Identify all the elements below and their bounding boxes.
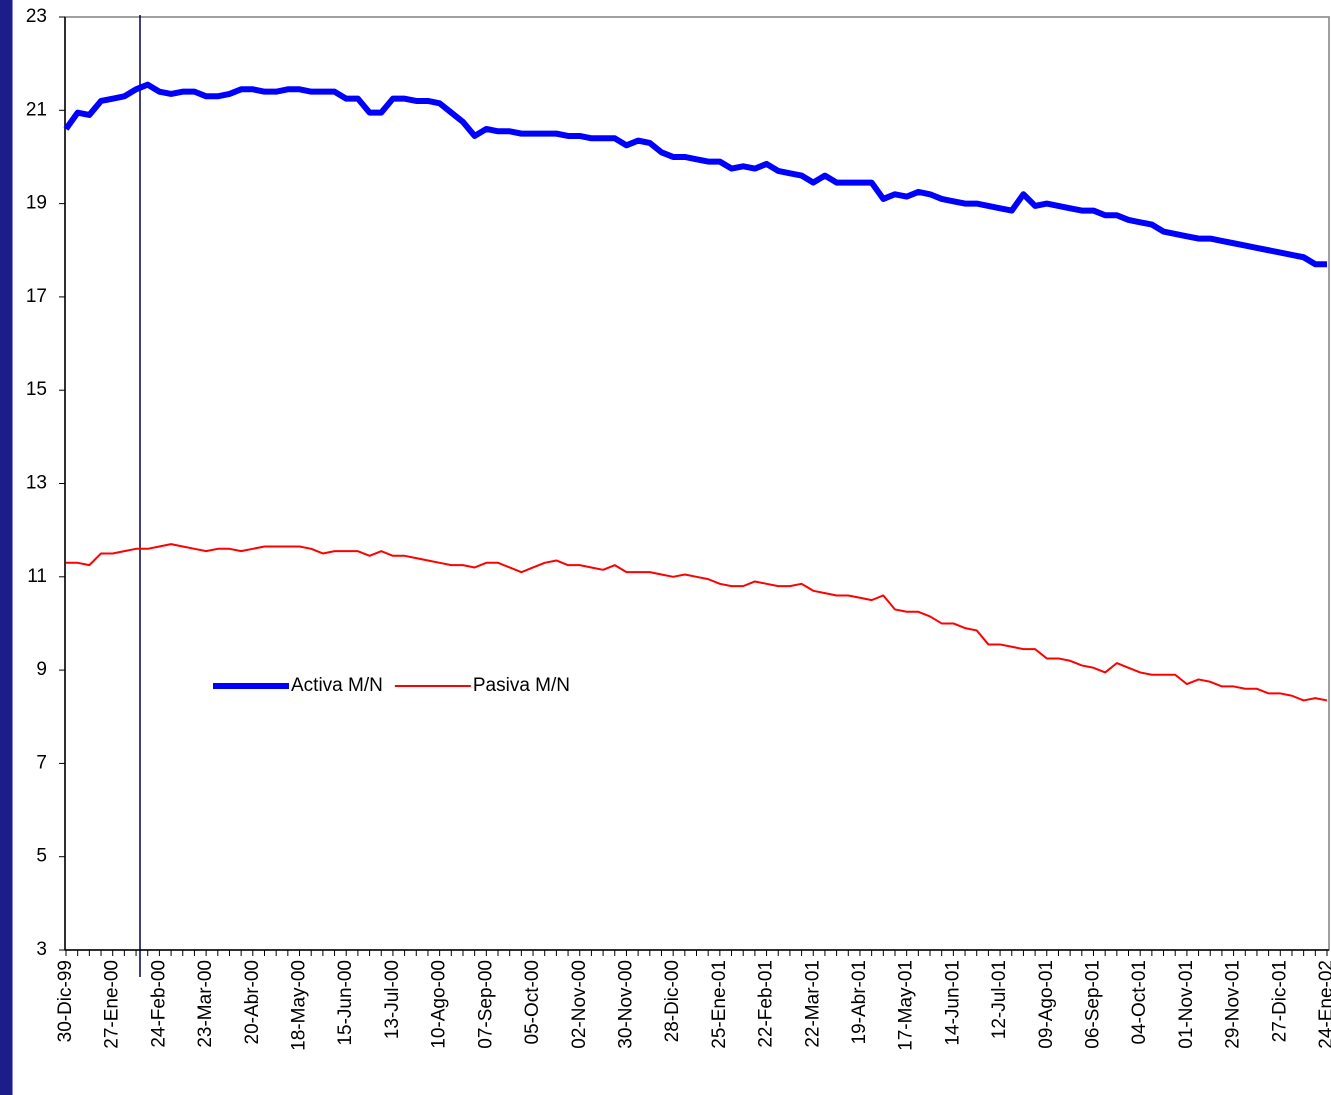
x-tick-label: 24-Feb-00 xyxy=(148,960,169,1048)
side-strip xyxy=(0,0,12,1095)
x-tick-label: 13-Jul-00 xyxy=(382,960,403,1039)
x-tick-label: 22-Feb-01 xyxy=(756,960,777,1048)
x-tick-label: 22-Mar-01 xyxy=(802,960,823,1048)
x-tick-label: 05-Oct-00 xyxy=(522,960,543,1044)
x-tick-label: 17-May-01 xyxy=(896,960,917,1051)
x-tick-label: 09-Ago-01 xyxy=(1036,960,1057,1049)
legend-label: Activa M/N xyxy=(291,675,383,696)
y-tick-label: 13 xyxy=(26,473,47,494)
x-tick-label: 12-Jul-01 xyxy=(989,960,1010,1039)
series-line xyxy=(63,81,1327,268)
y-tick-label: 21 xyxy=(26,99,47,120)
x-tick-label: 27-Dic-01 xyxy=(1269,960,1290,1042)
x-tick-label: 28-Dic-00 xyxy=(662,960,683,1042)
x-tick-label: 04-Oct-01 xyxy=(1129,960,1150,1044)
x-tick-label: 24-Ene-02 xyxy=(1316,960,1331,1049)
x-tick-label: 29-Nov-01 xyxy=(1223,960,1244,1049)
x-tick-label: 01-Nov-01 xyxy=(1176,960,1197,1049)
x-tick-label: 07-Sep-00 xyxy=(475,960,496,1049)
x-tick-label: 23-Mar-00 xyxy=(195,960,216,1048)
y-tick-label: 15 xyxy=(26,379,47,400)
x-tick-label: 10-Ago-00 xyxy=(429,960,450,1049)
y-tick-label: 23 xyxy=(26,6,47,27)
x-tick-label: 25-Ene-01 xyxy=(709,960,730,1049)
x-tick-label: 14-Jun-01 xyxy=(942,960,963,1046)
x-tick-label: 30-Dic-99 xyxy=(55,960,76,1042)
y-tick-label: 3 xyxy=(36,939,47,960)
y-tick-label: 7 xyxy=(36,752,47,773)
x-tick-label: 18-May-00 xyxy=(289,960,310,1051)
legend-label: Pasiva M/N xyxy=(473,675,570,696)
series-line xyxy=(66,543,1328,702)
x-tick-label: 19-Abr-01 xyxy=(849,960,870,1045)
y-tick-label: 11 xyxy=(27,566,47,587)
y-tick-label: 5 xyxy=(36,846,47,867)
x-tick-label: 02-Nov-00 xyxy=(569,960,590,1049)
y-tick-label: 9 xyxy=(36,659,47,680)
x-tick-label: 20-Abr-00 xyxy=(242,960,263,1045)
x-tick-label: 06-Sep-01 xyxy=(1082,960,1103,1049)
x-tick-label: 15-Jun-00 xyxy=(335,960,356,1046)
x-tick-label: 30-Nov-00 xyxy=(615,960,636,1049)
x-tick-label: 27-Ene-00 xyxy=(102,960,123,1049)
y-tick-label: 17 xyxy=(26,286,47,307)
y-tick-label: 19 xyxy=(26,193,47,214)
